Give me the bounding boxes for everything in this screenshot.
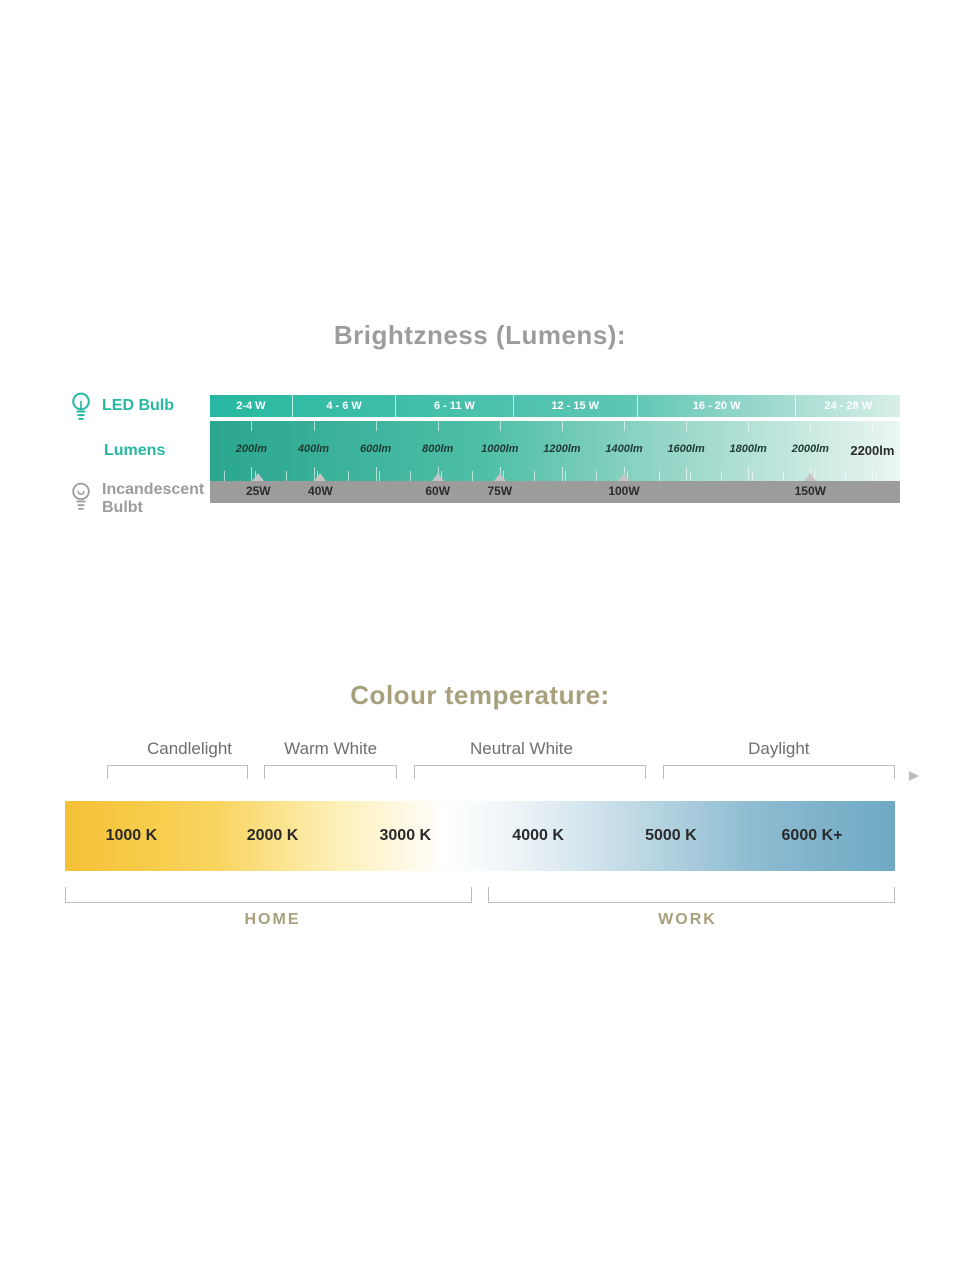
bracket-icon bbox=[663, 765, 895, 779]
triangle-marker-icon bbox=[314, 473, 326, 481]
incandescent-watt-bar: 25W 40W 60W 75W 100W 150W bbox=[210, 481, 900, 503]
incandescent-watt-mark: 100W bbox=[608, 484, 639, 498]
incandescent-row: IncandescentBulbt 25W 40W 60W 75W 100W 150W bbox=[0, 481, 960, 518]
led-watt-segment: 6 - 11 W bbox=[396, 395, 513, 417]
lumen-tick: 1800lm bbox=[730, 443, 767, 455]
kelvin-label: 3000 K bbox=[380, 827, 432, 845]
lumen-tick: 200lm bbox=[236, 443, 267, 455]
led-row: LED Bulb 2-4 W4 - 6 W6 - 11 W12 - 15 W16… bbox=[0, 391, 960, 421]
led-watt-segment: 4 - 6 W bbox=[293, 395, 397, 417]
triangle-marker-icon bbox=[432, 473, 444, 481]
colour-gradient-band: 1000 K 2000 K 3000 K 4000 K 5000 K 6000 K+ bbox=[65, 801, 895, 871]
led-label: LED Bulb bbox=[102, 397, 174, 415]
led-watt-segment: 24 - 28 W bbox=[797, 395, 901, 417]
lumen-tick: 600lm bbox=[360, 443, 391, 455]
lumen-tick: 2000lm bbox=[792, 443, 829, 455]
lumen-tick: 800lm bbox=[422, 443, 453, 455]
incandescent-watt-mark: 75W bbox=[487, 484, 512, 498]
led-watt-segment: 16 - 20 W bbox=[638, 395, 797, 417]
triangle-marker-icon bbox=[252, 473, 264, 481]
incandescent-watt-mark: 25W bbox=[246, 484, 271, 498]
lumen-tick: 1200lm bbox=[543, 443, 580, 455]
colour-title: Colour temperature: bbox=[65, 680, 895, 711]
triangle-marker-icon bbox=[804, 473, 816, 481]
bracket-icon bbox=[264, 765, 397, 779]
kelvin-label: 2000 K bbox=[247, 827, 299, 845]
colour-group-label: WORK bbox=[658, 911, 717, 929]
incandescent-bulb-icon bbox=[70, 481, 92, 511]
led-watt-segment: 2-4 W bbox=[210, 395, 293, 417]
lumen-tick: 1000lm bbox=[481, 443, 518, 455]
bracket-icon bbox=[414, 765, 646, 779]
kelvin-label: 1000 K bbox=[106, 827, 158, 845]
incandescent-label: IncandescentBulbt bbox=[102, 481, 204, 518]
lumen-tick: 1600lm bbox=[667, 443, 704, 455]
kelvin-label: 4000 K bbox=[512, 827, 564, 845]
colour-category-label: Candlelight bbox=[147, 739, 232, 759]
incandescent-watt-mark: 40W bbox=[308, 484, 333, 498]
triangle-marker-icon bbox=[494, 473, 506, 481]
triangle-marker-icon bbox=[618, 473, 630, 481]
brightness-section: Brightzness (Lumens): LED Bulb 2-4 W4 - … bbox=[0, 320, 960, 518]
lumens-band: 200lm 400lm 600lm 800lm 1000lm 1200lm 1400lm 16… bbox=[210, 421, 900, 481]
incandescent-watt-mark: 150W bbox=[795, 484, 826, 498]
colour-group-label: HOME bbox=[245, 911, 301, 929]
kelvin-label: 5000 K bbox=[645, 827, 697, 845]
bracket-icon bbox=[65, 887, 472, 903]
bracket-icon bbox=[107, 765, 248, 779]
lumen-tick: 2200lm bbox=[850, 443, 894, 458]
colour-groups: HOME WORK bbox=[65, 887, 895, 947]
led-bulb-icon bbox=[70, 391, 92, 421]
brightness-title: Brightzness (Lumens): bbox=[0, 320, 960, 351]
led-watt-bar: 2-4 W4 - 6 W6 - 11 W12 - 15 W16 - 20 W24… bbox=[210, 395, 900, 417]
lumen-tick: 400lm bbox=[298, 443, 329, 455]
lumens-row: Lumens 200lm 400lm 600lm 800lm 1000lm 1200lm 1… bbox=[0, 421, 960, 481]
colour-category-label: Daylight bbox=[748, 739, 809, 759]
kelvin-label: 6000 K+ bbox=[782, 827, 843, 845]
bracket-icon bbox=[488, 887, 895, 903]
lumens-label: Lumens bbox=[104, 442, 165, 460]
colour-category-label: Warm White bbox=[284, 739, 377, 759]
lumen-tick: 1400lm bbox=[605, 443, 642, 455]
colour-temp-section: Colour temperature: Candlelight Warm Whit… bbox=[0, 680, 960, 947]
led-watt-segment: 12 - 15 W bbox=[514, 395, 638, 417]
incandescent-watt-mark: 60W bbox=[425, 484, 450, 498]
colour-category-label: Neutral White bbox=[470, 739, 573, 759]
arrow-right-icon bbox=[909, 771, 919, 781]
colour-categories: Candlelight Warm White Neutral White Daylig… bbox=[65, 739, 895, 783]
